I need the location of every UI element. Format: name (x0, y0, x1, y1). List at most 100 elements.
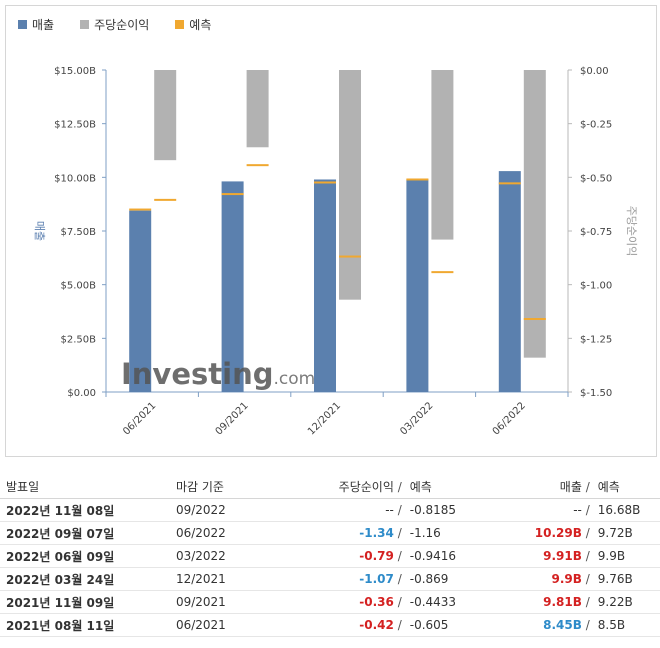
chart-legend: 매출 주당순이익 예측 (18, 14, 211, 34)
right-axis-tick-label: $-1.00 (580, 281, 612, 292)
table-row[interactable]: 2021년 08월 11일 06/2021 -0.42 /-0.605 8.45B /… (0, 613, 660, 637)
revenue-actual: 9.81B (543, 595, 582, 609)
eps-actual: -1.07 (359, 572, 394, 586)
eps-bar[interactable] (431, 70, 454, 240)
header-period[interactable]: 마감 기준 (171, 474, 286, 499)
cell-revenue: 10.29B / (493, 521, 594, 545)
table-header-row: 발표일 마감 기준 주당순이익 / 예측 매출 / 예측 (0, 474, 660, 499)
cell-revenue-forecast: 9.76B (593, 567, 660, 591)
cell-revenue: -- / (493, 498, 594, 522)
left-axis-tick-label: $5.00B (61, 281, 97, 292)
logo-text: Investing.com (121, 357, 315, 391)
header-revenue-separator: / (585, 479, 590, 494)
cell-eps: -0.42 / (285, 613, 406, 637)
eps-forecast-marker[interactable] (154, 198, 177, 201)
right-axis-tick-label: $-0.25 (580, 120, 612, 131)
revenue-separator: / (581, 526, 590, 540)
cell-date: 2022년 03월 24일 (0, 567, 172, 591)
eps-bar[interactable] (246, 70, 269, 148)
x-axis-tick-label: 09/2021 (214, 400, 251, 437)
revenue-separator: / (581, 549, 590, 563)
table-row[interactable]: 2022년 09월 07일 06/2022 -1.34 /-1.16 10.29B /… (0, 521, 660, 545)
x-axis-tick-label: 03/2022 (398, 400, 435, 437)
eps-swatch-icon (80, 19, 90, 29)
header-revenue[interactable]: 매출 / (493, 474, 594, 499)
table-row[interactable]: 2021년 11월 09일 09/2021 -0.36 /-0.4433 9.81B … (0, 590, 660, 614)
chart-canvas: $0.00 $2.50B $5.00B $7.50B $10.00B $12.50B $15… (33, 66, 638, 437)
revenue-bar[interactable] (406, 179, 429, 392)
table-row[interactable]: 2022년 11월 08일 09/2022 -- / -0.8185 -- /16.68… (0, 498, 660, 522)
eps-bar[interactable] (154, 70, 177, 161)
revenue-actual: -- (573, 503, 582, 517)
header-eps-separator: / (397, 479, 402, 494)
revenue-actual: 9.91B (543, 549, 582, 563)
eps-actual: -- (385, 503, 394, 517)
revenue-bar[interactable] (314, 179, 336, 392)
revenue-swatch-icon (18, 19, 27, 29)
eps-bar[interactable] (339, 70, 361, 300)
revenue-forecast-marker[interactable] (129, 208, 152, 211)
revenue-actual: 8.45B (543, 618, 582, 632)
legend-item-revenue[interactable]: 매출 (18, 16, 54, 33)
revenue-actual: 9.9B (551, 572, 582, 586)
cell-eps-forecast: -0.8185 (405, 498, 494, 522)
header-eps-forecast[interactable]: 예측 (405, 474, 494, 499)
revenue-bar[interactable] (498, 171, 521, 392)
cell-revenue-forecast: 9.9B (593, 544, 660, 568)
cell-eps: -0.79 / (285, 544, 406, 568)
cell-date: 2022년 06월 09일 (0, 544, 172, 568)
right-axis-tick-label: $-1.50 (580, 388, 612, 399)
eps-forecast-marker[interactable] (523, 318, 546, 321)
header-revenue-forecast[interactable]: 예측 (593, 474, 660, 499)
revenue-separator: / (581, 503, 590, 517)
revenue-separator: / (581, 618, 590, 632)
cell-eps: -1.07 / (285, 567, 406, 591)
left-axis-tick-label: $15.00B (54, 66, 96, 77)
cell-revenue: 9.9B / (493, 567, 594, 591)
revenue-forecast-marker[interactable] (406, 178, 429, 181)
forecast-swatch-icon (175, 19, 185, 29)
legend-item-eps[interactable]: 주당순이익 (80, 16, 149, 33)
x-axis-tick-label: 06/2021 (121, 400, 158, 437)
cell-period: 03/2022 (171, 544, 286, 568)
eps-separator: / (393, 572, 402, 586)
legend-item-forecast[interactable]: 예측 (175, 16, 211, 33)
header-eps-label: 주당순이익 (338, 479, 394, 494)
eps-bar[interactable] (523, 70, 546, 358)
header-eps[interactable]: 주당순이익 / (285, 474, 406, 499)
cell-revenue: 8.45B / (493, 613, 594, 637)
cell-eps-forecast: -0.9416 (405, 544, 494, 568)
logo-suffix: .com (273, 369, 315, 389)
x-axis-tick-label: 12/2021 (306, 400, 343, 437)
revenue-forecast-marker[interactable] (498, 182, 521, 185)
table-row[interactable]: 2022년 06월 09일 03/2022 -0.79 /-0.9416 9.91B … (0, 544, 660, 568)
revenue-bar[interactable] (221, 181, 244, 392)
cell-eps-forecast: -0.605 (405, 613, 494, 637)
eps-forecast-marker[interactable] (339, 255, 361, 258)
cell-eps: -- / (285, 498, 406, 522)
cell-period: 09/2022 (171, 498, 286, 522)
cell-eps: -1.34 / (285, 521, 406, 545)
cell-revenue-forecast: 16.68B (593, 498, 660, 522)
revenue-separator: / (581, 572, 590, 586)
right-axis-tick-label: $-0.75 (580, 227, 612, 238)
legend-label-forecast: 예측 (189, 17, 212, 32)
cell-revenue-forecast: 9.72B (593, 521, 660, 545)
cell-eps-forecast: -1.16 (405, 521, 494, 545)
header-date[interactable]: 발표일 (0, 474, 172, 499)
legend-label-eps: 주당순이익 (94, 17, 150, 32)
right-axis-title: 주당순이익 (625, 206, 638, 257)
cell-date: 2021년 11월 09일 (0, 590, 172, 614)
cell-period: 06/2022 (171, 521, 286, 545)
table-row[interactable]: 2022년 03월 24일 12/2021 -1.07 /-0.869 9.9B /9… (0, 567, 660, 591)
eps-separator: / (393, 618, 402, 632)
left-axis-tick-label: $2.50B (61, 334, 97, 345)
eps-forecast-marker[interactable] (246, 164, 269, 167)
table-body: 2022년 11월 08일 09/2022 -- / -0.8185 -- /16.68… (0, 498, 660, 637)
left-axis-tick-label: $12.50B (54, 120, 96, 131)
eps-forecast-marker[interactable] (431, 271, 454, 274)
revenue-forecast-marker[interactable] (221, 193, 244, 196)
revenue-forecast-marker[interactable] (314, 181, 336, 184)
revenue-bar[interactable] (129, 210, 152, 392)
eps-actual: -1.34 (359, 526, 394, 540)
